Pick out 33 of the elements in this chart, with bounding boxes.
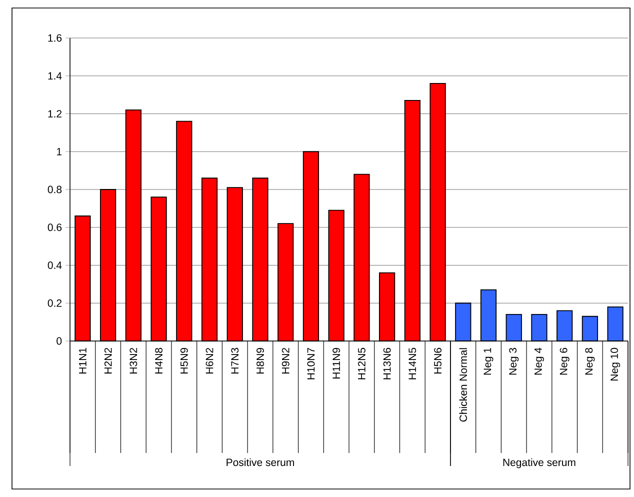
x-tick-label: H5N6 [434,348,442,374]
y-tick-label: 0.4 [48,262,62,269]
x-tick-label: Neg 6 [560,348,570,375]
x-tick-label: H14N5 [408,348,416,380]
x-tick-label: H2N2 [104,348,112,374]
x-tick-label: H9N2 [282,348,290,374]
x-tick-label: H3N2 [130,348,138,374]
x-tick-label: Neg 8 [585,348,595,375]
text: Negative serum [503,458,576,468]
y-tick-label: 0.2 [48,299,62,307]
y-tick-label: 1.4 [48,72,62,80]
x-tick-label: H13N6 [383,348,391,380]
y-tick-label: 1.2 [48,110,62,118]
x-tick-label: H7N3 [231,348,239,374]
y-tick-label: 1 [57,148,62,156]
y-tick-label: 0 [56,337,62,345]
y-tick-label: 0.8 [48,186,62,194]
x-tick-label: H1N1 [79,348,86,374]
x-tick-label: H6N2 [206,348,214,374]
x-tick-label: H11N9 [332,348,340,378]
x-tick-label: Neg 4 [534,348,544,375]
y-tick-label: 0.6 [48,224,62,232]
x-tick-label: H10N7 [307,348,315,380]
x-tick-label: H4N8 [155,348,163,374]
x-tick-label: Neg 1 [484,348,494,375]
x-tick-label: H12N5 [358,348,366,380]
x-tick-label: Chicken Normal [459,348,467,422]
x-tick-label: H5N9 [180,348,188,374]
x-tick-label: Neg 10 [610,348,620,380]
x-tick-label: Neg 3 [509,348,519,375]
y-tick-label: 1.6 [48,34,62,42]
x-tick-label: H8N9 [256,348,264,374]
text: Positive serum [226,458,294,466]
